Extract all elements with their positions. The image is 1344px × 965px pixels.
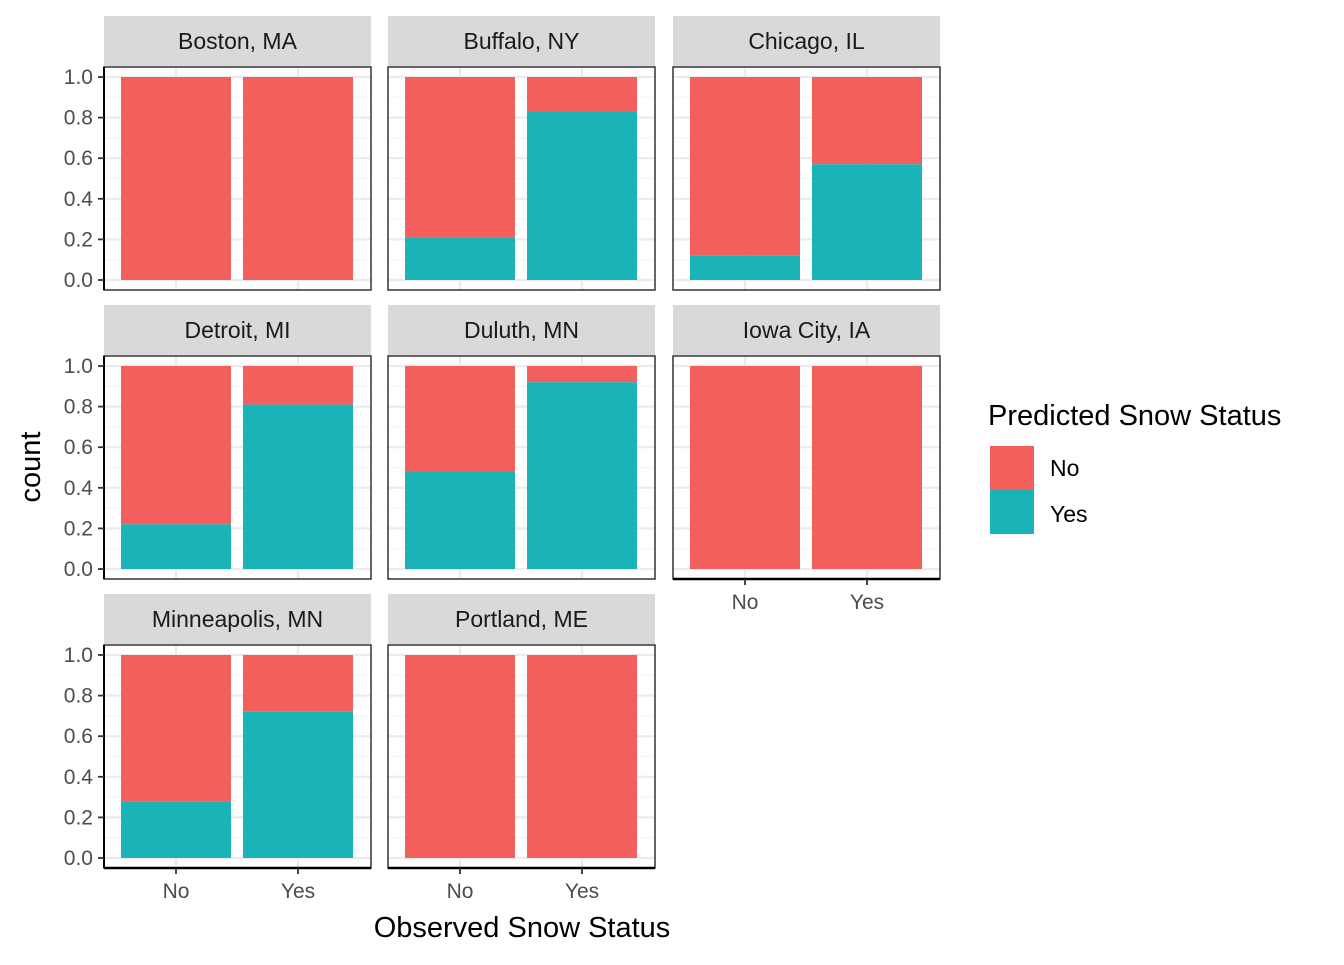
x-tick-label: Yes: [850, 591, 884, 614]
bar-segment-predicted-yes-detroit-mi-yes: [243, 404, 353, 569]
facet-strip-label-minneapolis-mn: Minneapolis, MN: [152, 606, 323, 632]
facet-strip-label-chicago-il: Chicago, IL: [748, 28, 865, 54]
bar-segment-predicted-yes-minneapolis-mn-no: [121, 801, 231, 858]
y-axis-title: count: [15, 432, 47, 503]
y-tick-label: 0.8: [64, 107, 93, 130]
y-tick-label: 0.4: [64, 766, 94, 789]
facet-iowa-city-ia: Iowa City, IA No Yes: [672, 305, 941, 614]
facets-layer: Boston, MA 0.0 0.2 0.4 0.6 0.8 1.0 Buffalo, NY C…: [64, 16, 941, 903]
bar-segment-predicted-yes-minneapolis-mn-yes: [243, 711, 353, 858]
y-tick-label: 1.0: [64, 644, 93, 667]
facet-strip-chicago-il: [673, 16, 940, 66]
y-tick-label: 0.2: [64, 228, 93, 251]
y-tick-label: 0.2: [64, 517, 93, 540]
y-tick-label: 0.6: [64, 725, 93, 748]
legend-label-no: No: [1050, 455, 1079, 481]
x-tick-label: No: [447, 880, 474, 903]
bar-segment-predicted-no-buffalo-ny-yes: [527, 77, 637, 112]
bar-segment-predicted-no-portland-me-yes: [527, 655, 637, 858]
bar-segment-predicted-no-boston-ma-yes: [243, 77, 353, 280]
facet-panel-border-chicago-il: [672, 66, 941, 291]
x-axis-title: Observed Snow Status: [374, 912, 671, 944]
bar-segment-predicted-no-minneapolis-mn-no: [121, 655, 231, 802]
bar-segment-predicted-no-minneapolis-mn-yes: [243, 655, 353, 712]
bar-segment-predicted-no-iowa-city-ia-no: [690, 366, 800, 569]
facet-buffalo-ny: Buffalo, NY: [387, 16, 656, 291]
facet-chicago-il: Chicago, IL: [672, 16, 941, 291]
facet-strip-label-buffalo-ny: Buffalo, NY: [464, 28, 580, 54]
facet-strip-portland-me: [388, 594, 655, 644]
bar-segment-predicted-yes-duluth-mn-no: [405, 471, 515, 569]
bar-segment-predicted-no-boston-ma-no: [121, 77, 231, 280]
bar-segment-predicted-no-detroit-mi-yes: [243, 366, 353, 405]
legend-title: Predicted Snow Status: [988, 400, 1281, 432]
bar-segment-predicted-yes-detroit-mi-no: [121, 524, 231, 569]
x-tick-label: No: [732, 591, 759, 614]
bar-segment-predicted-yes-chicago-il-yes: [812, 164, 922, 280]
y-tick-label: 0.4: [64, 188, 94, 211]
bar-segment-predicted-no-buffalo-ny-no: [405, 77, 515, 238]
y-tick-label: 0.8: [64, 685, 93, 708]
bar-segment-predicted-no-duluth-mn-no: [405, 366, 515, 472]
bar-segment-predicted-no-iowa-city-ia-yes: [812, 366, 922, 569]
facet-strip-boston-ma: [104, 16, 371, 66]
y-tick-label: 0.6: [64, 147, 93, 170]
legend: Predicted Snow Status No Yes: [988, 400, 1281, 534]
bar-segment-predicted-yes-buffalo-ny-yes: [527, 111, 637, 280]
y-tick-label: 1.0: [64, 66, 93, 89]
facet-panel-border-duluth-mn: [387, 355, 656, 580]
facet-strip-label-duluth-mn: Duluth, MN: [464, 317, 579, 343]
y-tick-label: 0.0: [64, 269, 93, 292]
facet-boston-ma: Boston, MA 0.0 0.2 0.4 0.6 0.8 1.0: [64, 16, 372, 292]
legend-label-yes: Yes: [1050, 501, 1088, 527]
bar-segment-predicted-no-detroit-mi-no: [121, 366, 231, 525]
facet-strip-label-iowa-city-ia: Iowa City, IA: [743, 317, 871, 343]
x-tick-label: Yes: [565, 880, 599, 903]
facet-panel-border-buffalo-ny: [387, 66, 656, 291]
bar-segment-predicted-no-chicago-il-yes: [812, 77, 922, 165]
facet-minneapolis-mn: Minneapolis, MN 0.0 0.2 0.4 0.6 0.8 1.0 No Yes: [64, 594, 372, 903]
bar-segment-predicted-yes-duluth-mn-yes: [527, 382, 637, 569]
y-tick-label: 0.2: [64, 806, 93, 829]
facet-strip-iowa-city-ia: [673, 305, 940, 355]
y-tick-label: 0.6: [64, 436, 93, 459]
bar-segment-predicted-no-portland-me-no: [405, 655, 515, 858]
facet-strip-buffalo-ny: [388, 16, 655, 66]
bar-segment-predicted-no-duluth-mn-yes: [527, 366, 637, 383]
x-tick-label: Yes: [281, 880, 315, 903]
facet-portland-me: Portland, ME No Yes: [387, 594, 656, 903]
facet-strip-label-detroit-mi: Detroit, MI: [184, 317, 290, 343]
facet-strip-label-boston-ma: Boston, MA: [178, 28, 298, 54]
facet-duluth-mn: Duluth, MN: [387, 305, 656, 580]
y-tick-label: 1.0: [64, 355, 93, 378]
legend-key-no: [990, 446, 1034, 490]
facet-strip-detroit-mi: [104, 305, 371, 355]
legend-key-yes: [990, 490, 1034, 534]
y-tick-label: 0.0: [64, 558, 93, 581]
y-tick-label: 0.4: [64, 477, 94, 500]
bar-segment-predicted-no-chicago-il-no: [690, 77, 800, 256]
facet-strip-duluth-mn: [388, 305, 655, 355]
bar-segment-predicted-yes-chicago-il-no: [690, 255, 800, 280]
facet-strip-minneapolis-mn: [104, 594, 371, 644]
bar-segment-predicted-yes-buffalo-ny-no: [405, 237, 515, 280]
facet-detroit-mi: Detroit, MI 0.0 0.2 0.4 0.6 0.8 1.0: [64, 305, 372, 581]
facet-strip-label-portland-me: Portland, ME: [455, 606, 588, 632]
y-tick-label: 0.8: [64, 396, 93, 419]
y-tick-label: 0.0: [64, 847, 93, 870]
x-tick-label: No: [163, 880, 190, 903]
